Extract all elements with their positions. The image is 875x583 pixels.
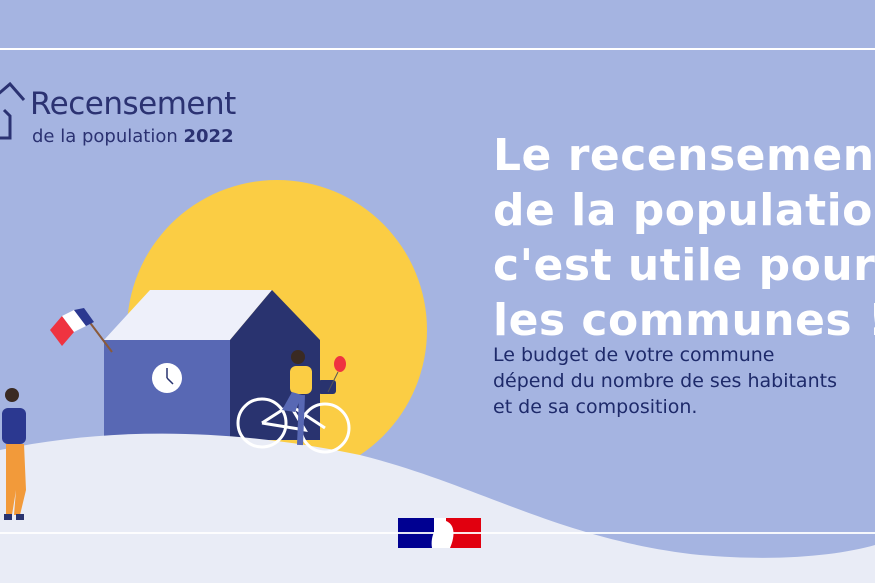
body-line: dépend du nombre de ses habitants (493, 370, 837, 392)
balloon (327, 356, 346, 393)
french-flag (50, 308, 113, 353)
house (104, 290, 320, 440)
logo-year: 2022 (183, 126, 234, 147)
hill (0, 433, 875, 583)
top-divider (0, 48, 875, 50)
body-line: et de sa composition. (493, 396, 698, 418)
body-text: Le budget de votre commune dépend du nom… (493, 342, 837, 420)
body-line: Le budget de votre commune (493, 344, 775, 366)
clock-icon (152, 363, 182, 393)
headline-line: les communes ! (493, 295, 875, 346)
headline-line: c'est utile pour (493, 240, 875, 291)
logo-subtitle-text: de la population (32, 126, 178, 147)
cyclist (282, 350, 336, 446)
headline-line: de la population (493, 185, 875, 236)
bottom-divider (0, 532, 875, 534)
logo-title: Recensement (30, 86, 236, 122)
house-logo-icon (0, 81, 26, 140)
headline: Le recensement de la population c'est ut… (493, 128, 875, 348)
headline-line: Le recensement (493, 130, 875, 181)
logo-subtitle: de la population 2022 (32, 126, 234, 147)
woman (2, 388, 26, 520)
